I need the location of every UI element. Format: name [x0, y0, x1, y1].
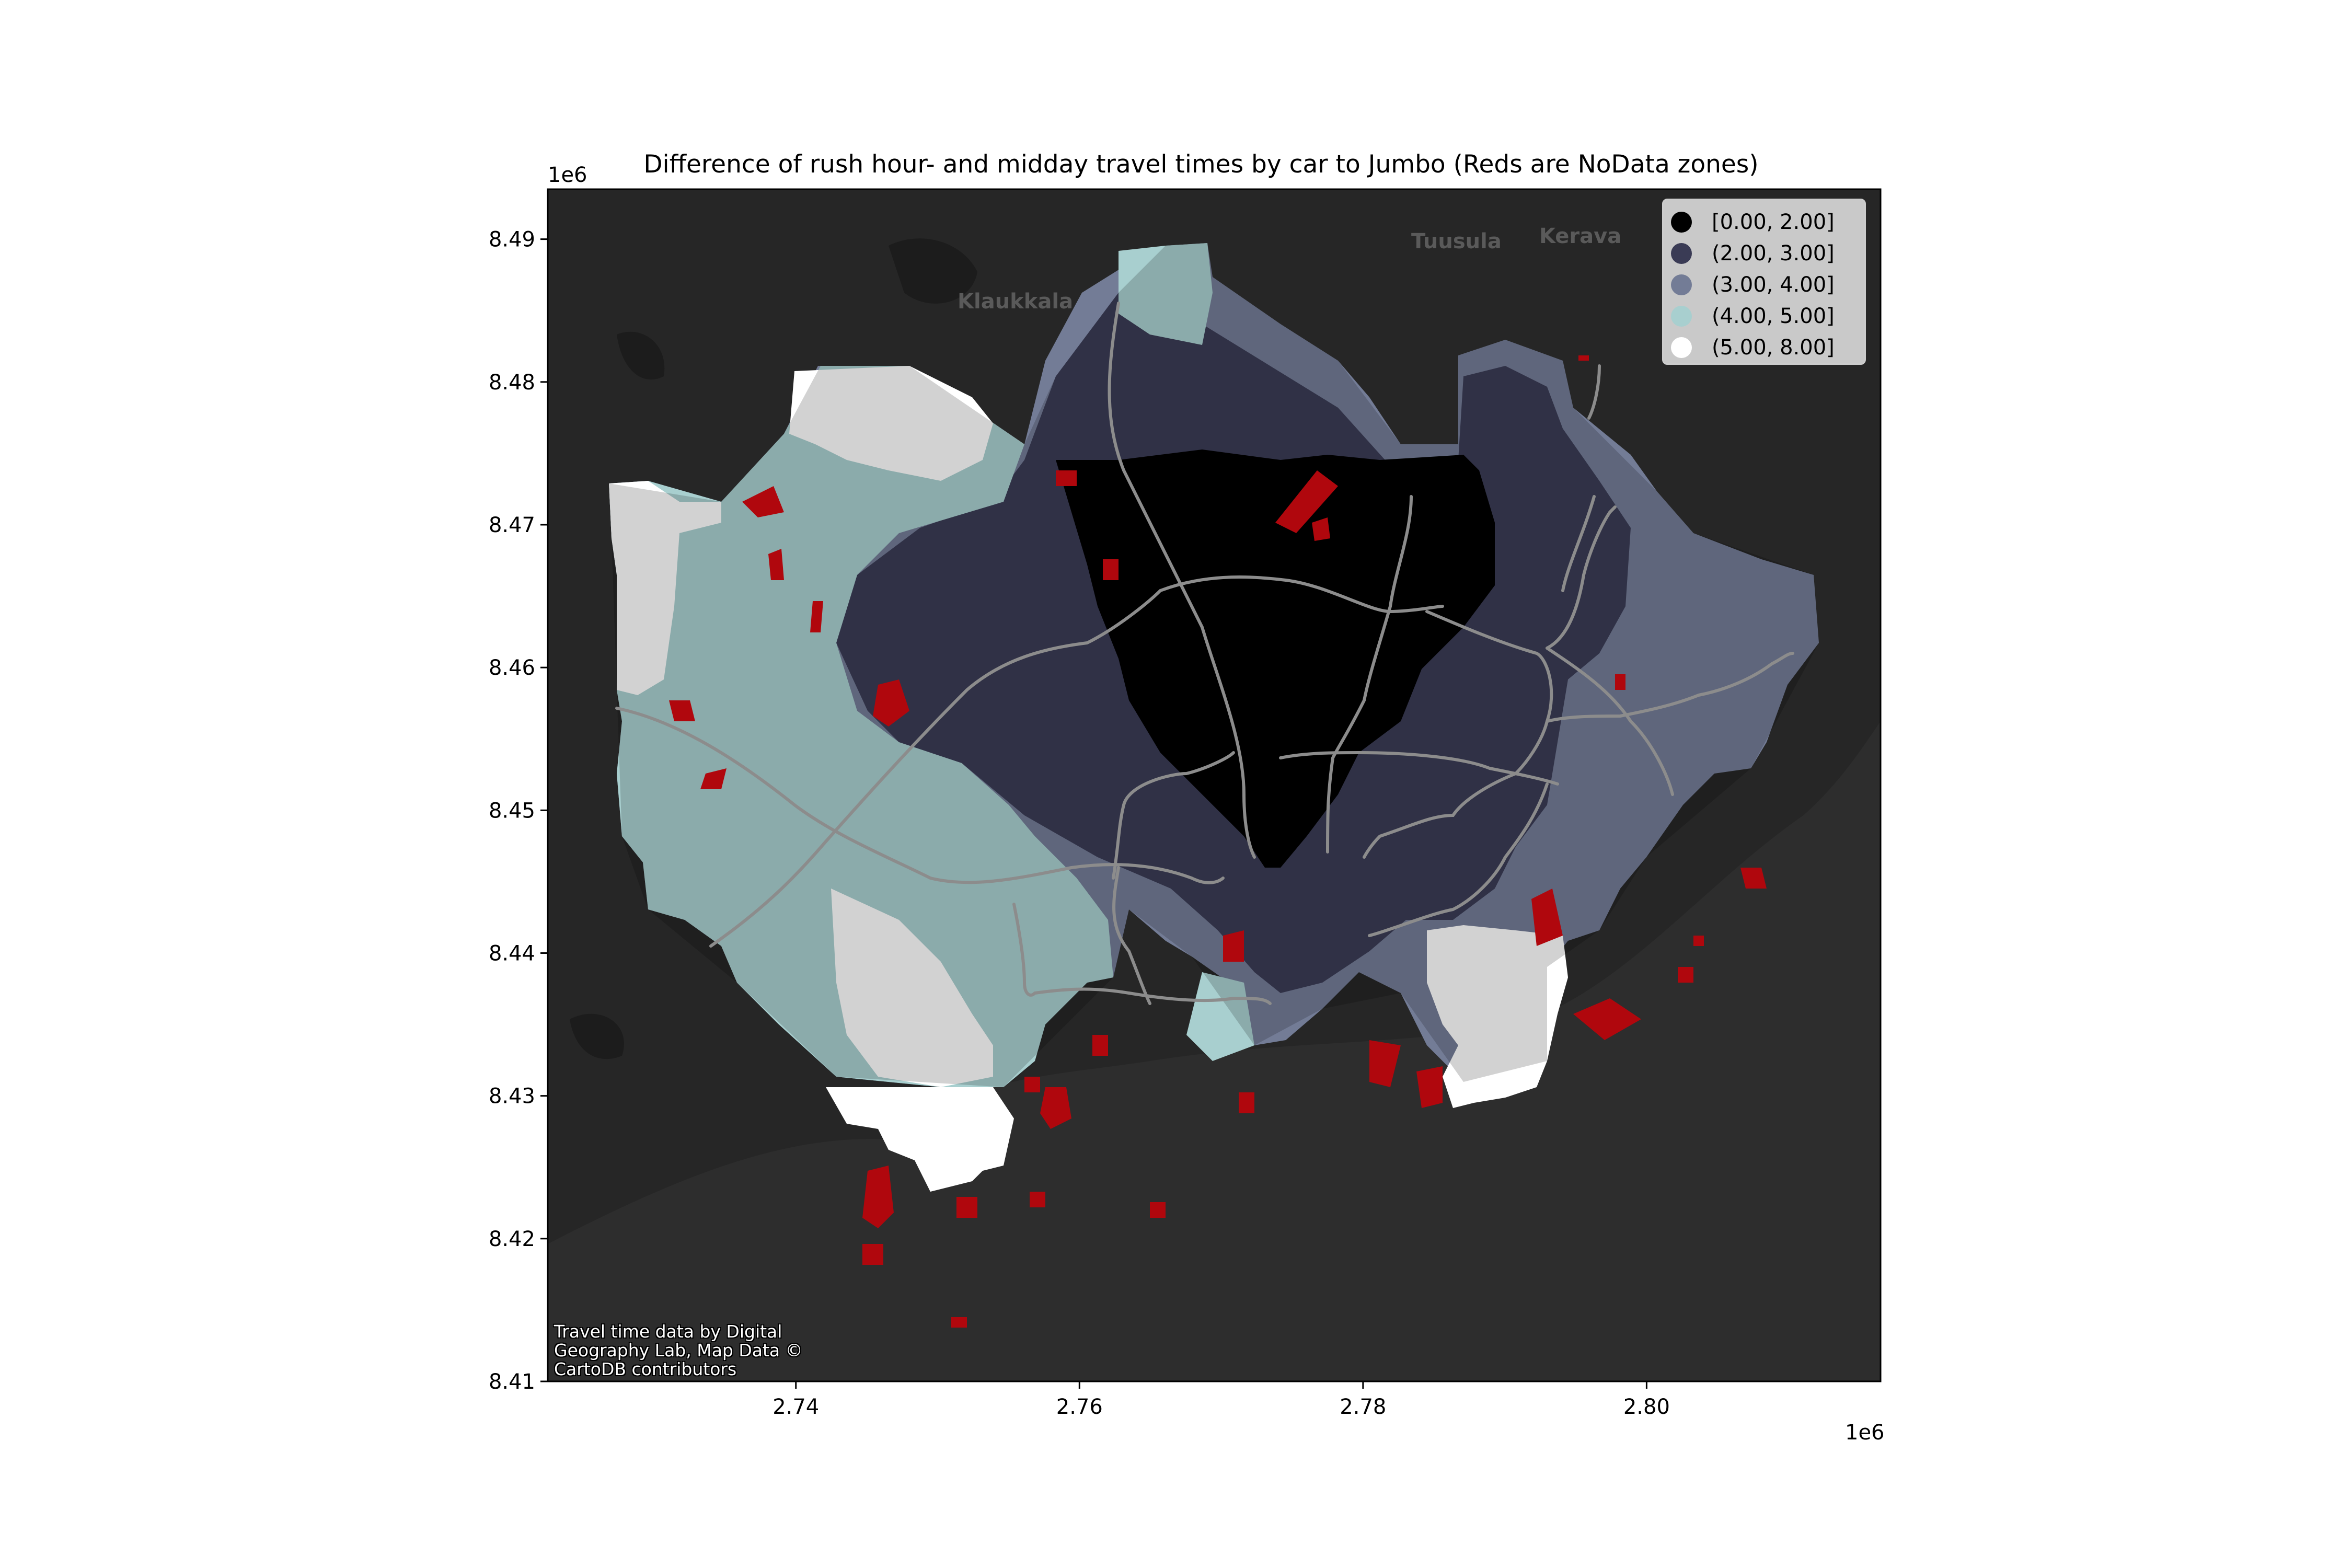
y-tick-label: 8.45: [489, 799, 535, 823]
x-tick-label: 2.78: [1340, 1395, 1386, 1419]
map-attribution: Travel time data by Digital Geography La…: [554, 1321, 803, 1379]
x-axis-exponent: 1e6: [1845, 1421, 1885, 1445]
zone-class-5-8: [826, 1087, 1014, 1192]
y-tick-label: 8.41: [489, 1370, 535, 1394]
road-network: [615, 302, 1794, 1005]
lake-shape: [570, 1013, 624, 1059]
y-tick-label: 8.44: [489, 941, 535, 965]
legend-swatch: [1671, 306, 1692, 327]
y-tick-label: 8.47: [489, 513, 535, 537]
legend-swatch: [1671, 243, 1692, 264]
legend-item: (4.00, 5.00]: [1671, 301, 1857, 332]
y-axis: 8.49 8.48 8.47 8.46 8.45 8.44 8.43 8.42 8.41: [489, 228, 548, 1394]
legend-label: (5.00, 8.00]: [1712, 336, 1835, 360]
axes-frame: [547, 188, 1882, 1382]
legend-label: [0.00, 2.00]: [1712, 210, 1835, 234]
legend-swatch: [1671, 212, 1692, 233]
legend-item: [0.00, 2.00]: [1671, 206, 1857, 238]
y-tick-label: 8.43: [489, 1085, 535, 1109]
legend-swatch: [1671, 274, 1692, 295]
place-label-kerava: Kerava: [1539, 224, 1621, 248]
basemap: Tuusula Kerava Klaukkala: [548, 189, 1881, 1381]
place-label-tuusula: Tuusula: [1411, 229, 1502, 253]
place-label-klaukkala: Klaukkala: [958, 290, 1073, 314]
nodata-zones: [669, 355, 1767, 1328]
legend: [0.00, 2.00] (2.00, 3.00] (3.00, 4.00] (4.0…: [1662, 199, 1866, 365]
x-tick-label: 2.80: [1623, 1395, 1670, 1419]
x-axis: 2.74 2.76 2.78 2.80: [773, 1381, 1670, 1419]
legend-swatch: [1671, 337, 1692, 358]
legend-item: (3.00, 4.00]: [1671, 269, 1857, 301]
x-tick-label: 2.74: [773, 1395, 819, 1419]
y-tick-label: 8.48: [489, 371, 535, 395]
y-axis-exponent: 1e6: [548, 163, 587, 187]
y-tick-label: 8.42: [489, 1227, 535, 1251]
legend-label: (3.00, 4.00]: [1712, 273, 1835, 297]
legend-label: (4.00, 5.00]: [1712, 304, 1835, 328]
legend-label: (2.00, 3.00]: [1712, 241, 1835, 266]
lake-shape: [889, 238, 977, 304]
y-tick-label: 8.49: [489, 228, 535, 252]
legend-item: (2.00, 3.00]: [1671, 238, 1857, 269]
chart-title: Difference of rush hour- and midday trav…: [643, 150, 1759, 179]
legend-item: (5.00, 8.00]: [1671, 332, 1857, 363]
x-tick-label: 2.76: [1056, 1395, 1103, 1419]
lake-shape: [617, 331, 665, 380]
y-tick-label: 8.46: [489, 656, 535, 680]
